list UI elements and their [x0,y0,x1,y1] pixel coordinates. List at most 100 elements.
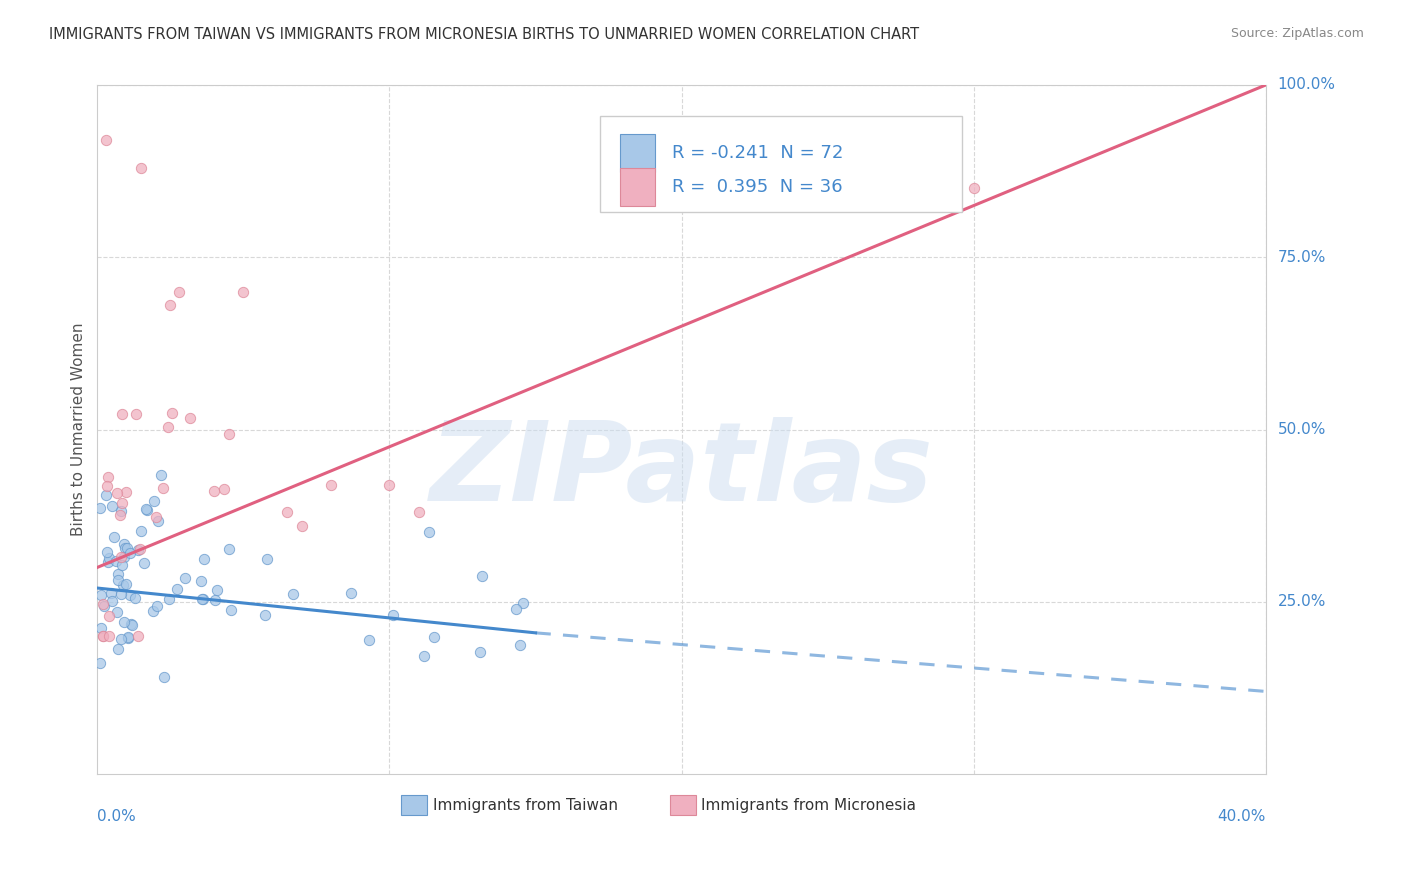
Point [103,530,125,544]
Point [512,597,534,611]
Point [114,484,136,499]
Point [145,510,167,524]
Point [96,544,118,558]
Point [253,607,276,622]
Point [422,630,444,644]
Point [97,551,120,566]
Point [202,483,225,498]
Point [963,181,986,195]
Point [174,571,197,585]
Point [107,567,129,582]
Point [190,574,212,589]
Point [193,551,215,566]
Point [100,586,122,600]
Point [94,133,117,147]
Point [114,541,136,555]
Point [413,649,436,664]
Point [89,500,111,515]
Point [110,508,132,523]
Point [152,481,174,495]
Point [89,656,111,670]
Point [100,594,122,608]
Point [218,426,240,441]
Point [471,568,494,582]
Point [408,505,430,519]
Y-axis label: Births to Unmarried Women: Births to Unmarried Women [72,323,86,536]
Point [98,629,121,643]
Point [110,586,132,600]
Text: Immigrants from Taiwan: Immigrants from Taiwan [433,797,617,813]
Point [127,629,149,643]
Point [91,629,114,643]
Text: 40.0%: 40.0% [1218,808,1265,823]
Point [219,603,242,617]
Point [160,406,183,420]
Point [107,641,129,656]
Point [134,557,156,571]
Point [94,488,117,502]
Point [111,577,134,591]
Point [90,588,112,602]
Text: 50.0%: 50.0% [1278,422,1326,437]
Point [110,632,132,646]
Point [612,181,634,195]
Point [107,486,129,500]
Point [127,543,149,558]
Point [509,639,531,653]
Point [150,468,173,483]
Point [96,479,118,493]
Point [112,537,135,551]
Point [91,629,114,643]
Point [291,519,314,533]
Text: 25.0%: 25.0% [1278,594,1326,609]
Point [283,586,305,600]
Text: IMMIGRANTS FROM TAIWAN VS IMMIGRANTS FROM MICRONESIA BIRTHS TO UNMARRIED WOMEN C: IMMIGRANTS FROM TAIWAN VS IMMIGRANTS FRO… [49,27,920,42]
Point [207,582,229,597]
Point [357,633,380,648]
Point [120,616,142,631]
Point [146,515,169,529]
Point [276,505,298,519]
Point [97,470,120,484]
Point [112,549,135,564]
Point [418,524,440,539]
Point [97,609,120,624]
Point [136,503,159,517]
Point [129,542,152,557]
Point [145,599,167,613]
Point [101,499,124,513]
Point [166,582,188,596]
Point [142,494,165,508]
Point [115,541,138,555]
Point [110,504,132,518]
Point [152,670,174,684]
Point [156,420,179,434]
Point [97,555,120,569]
Point [105,554,128,568]
Point [142,604,165,618]
Point [93,599,115,613]
Point [107,573,129,587]
Point [91,597,114,611]
Point [111,407,134,421]
Point [381,608,404,623]
Point [204,593,226,607]
Point [135,501,157,516]
Point [191,591,214,606]
Text: ZIPatlas: ZIPatlas [430,417,934,524]
Point [159,298,181,312]
Text: 75.0%: 75.0% [1278,250,1326,265]
Text: R =  0.395  N = 36: R = 0.395 N = 36 [672,178,842,195]
Text: 100.0%: 100.0% [1278,78,1336,93]
FancyBboxPatch shape [669,795,696,815]
Point [191,592,214,607]
Point [118,588,141,602]
Text: R = -0.241  N = 72: R = -0.241 N = 72 [672,145,844,162]
Point [118,546,141,560]
Point [179,410,201,425]
Point [505,601,527,615]
Point [218,542,240,557]
Point [124,591,146,605]
Text: Immigrants from Micronesia: Immigrants from Micronesia [702,797,917,813]
Point [157,591,180,606]
